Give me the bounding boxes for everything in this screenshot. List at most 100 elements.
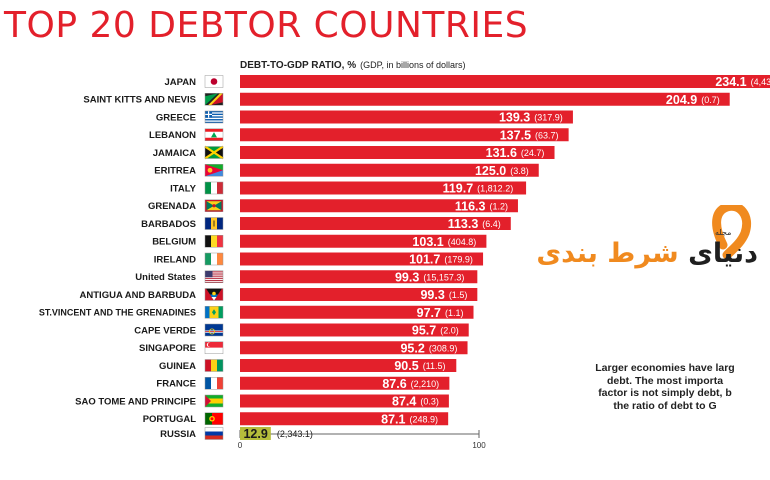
japan-flag-icon	[204, 75, 224, 88]
ratio-label: 95.2	[400, 341, 424, 355]
gdp-label: (1.2)	[489, 201, 508, 211]
country-label: ITALY	[170, 183, 197, 194]
barbados-flag-icon	[204, 217, 224, 230]
country-label: FRANCE	[156, 379, 196, 390]
country-label: GUINEA	[159, 361, 196, 372]
bar[interactable]	[240, 92, 730, 106]
gdp-label: (2,343.1)	[277, 429, 313, 439]
ratio-label: 12.9	[243, 427, 267, 441]
gdp-label: (1,812.2)	[477, 184, 513, 194]
country-label: ANTIGUA AND BARBUDA	[80, 290, 197, 301]
bar[interactable]	[240, 199, 518, 213]
country-label: United States	[135, 272, 196, 283]
bar[interactable]	[240, 181, 527, 195]
ratio-label: 103.1	[412, 235, 443, 249]
footnote: Larger economies have larg debt. The mos…	[595, 362, 735, 412]
gdp-label: (317.9)	[534, 113, 563, 123]
singapore-flag-icon	[204, 341, 224, 354]
country-label: IRELAND	[154, 254, 196, 265]
gdp-label: (1.5)	[449, 290, 468, 300]
gdp-label: (0.3)	[420, 397, 439, 407]
bar[interactable]	[240, 394, 449, 408]
belgium-flag-icon	[204, 235, 224, 248]
gdp-label: (6.4)	[482, 219, 501, 229]
ratio-label: 125.0	[475, 164, 506, 178]
gdp-label: (4,430.1)	[751, 77, 770, 87]
subtitle-main: DEBT-TO-GDP RATIO, %	[240, 60, 357, 71]
gdp-label: (24.7)	[521, 148, 545, 158]
ireland-flag-icon	[204, 252, 224, 266]
gdp-label: (11.5)	[423, 361, 446, 371]
bar[interactable]	[240, 217, 511, 230]
country-label: SAINT KITTS AND NEVIS	[83, 95, 196, 106]
ratio-label: 97.7	[417, 306, 441, 320]
bar[interactable]	[240, 288, 478, 301]
ratio-label: 87.1	[381, 412, 405, 426]
antigua-flag-icon	[204, 288, 224, 301]
country-label: GRENADA	[148, 201, 196, 212]
x-tick-label: 0	[238, 441, 243, 450]
ratio-label: 137.5	[500, 128, 531, 142]
bar[interactable]	[240, 305, 474, 319]
gdp-label: (179.9)	[444, 255, 473, 265]
ratio-label: 95.7	[412, 324, 436, 338]
greece-flag-icon	[204, 110, 224, 124]
gdp-label: (1.1)	[445, 308, 464, 318]
ratio-label: 234.1	[715, 75, 746, 89]
bar[interactable]	[240, 341, 468, 355]
gdp-label: (63.7)	[535, 130, 559, 140]
country-label: BELGIUM	[152, 237, 196, 248]
ratio-label: 87.6	[382, 377, 406, 391]
bar[interactable]	[240, 234, 487, 248]
bar[interactable]	[240, 323, 469, 337]
bar[interactable]	[240, 146, 555, 159]
country-label: SAO TOME AND PRINCIPE	[75, 396, 196, 407]
country-label: ERITREA	[154, 166, 196, 177]
saint-kitts-flag-icon	[204, 93, 224, 106]
bar[interactable]	[240, 163, 539, 177]
grenada-flag-icon	[204, 199, 224, 212]
us-flag-icon	[204, 270, 224, 283]
bar[interactable]	[240, 75, 770, 88]
eritrea-flag-icon	[204, 164, 224, 177]
bar[interactable]	[240, 427, 271, 440]
ratio-label: 131.6	[486, 146, 517, 160]
watermark-small-text: مجله	[715, 228, 731, 237]
italy-flag-icon	[204, 181, 224, 195]
ratio-label: 101.7	[409, 253, 440, 267]
bar[interactable]	[240, 359, 457, 372]
x-tick-label: 100	[472, 441, 486, 450]
ratio-label: 90.5	[394, 359, 418, 373]
gdp-label: (404.8)	[448, 237, 477, 247]
bar[interactable]	[240, 376, 450, 390]
gdp-label: (2.0)	[440, 326, 459, 336]
bar[interactable]	[240, 110, 573, 124]
bar[interactable]	[240, 128, 569, 142]
watermark-word-3: بندی	[536, 238, 598, 269]
country-label: JAMAICA	[153, 148, 196, 159]
bar[interactable]	[240, 270, 478, 284]
country-label: ST.VINCENT AND THE GRENADINES	[39, 308, 196, 318]
watermark-logo-icon: مجله	[712, 205, 751, 260]
cape-verde-flag-icon	[204, 323, 224, 337]
watermark-word-1: دنیای	[688, 238, 758, 269]
gdp-label: (0.7)	[701, 95, 720, 105]
bar[interactable]	[240, 252, 484, 266]
country-label: GREECE	[156, 112, 196, 123]
watermark-text: دنیای شرط بندی	[536, 238, 758, 269]
country-label: LEBANON	[149, 130, 196, 141]
subtitle-note: (GDP, in billions of dollars)	[360, 60, 466, 70]
country-label: SINGAPORE	[139, 343, 196, 354]
watermark-word-2: شرط	[607, 238, 679, 269]
country-label: RUSSIA	[160, 429, 196, 440]
france-flag-icon	[204, 377, 224, 390]
ratio-label: 116.3	[455, 199, 486, 213]
ratio-label: 99.3	[420, 288, 444, 302]
bar[interactable]	[240, 412, 449, 426]
ratio-label: 113.3	[448, 217, 479, 231]
st-vincent-flag-icon	[204, 306, 224, 319]
country-label: JAPAN	[165, 77, 197, 88]
guinea-flag-icon	[204, 359, 224, 372]
gdp-label: (308.9)	[429, 343, 458, 353]
